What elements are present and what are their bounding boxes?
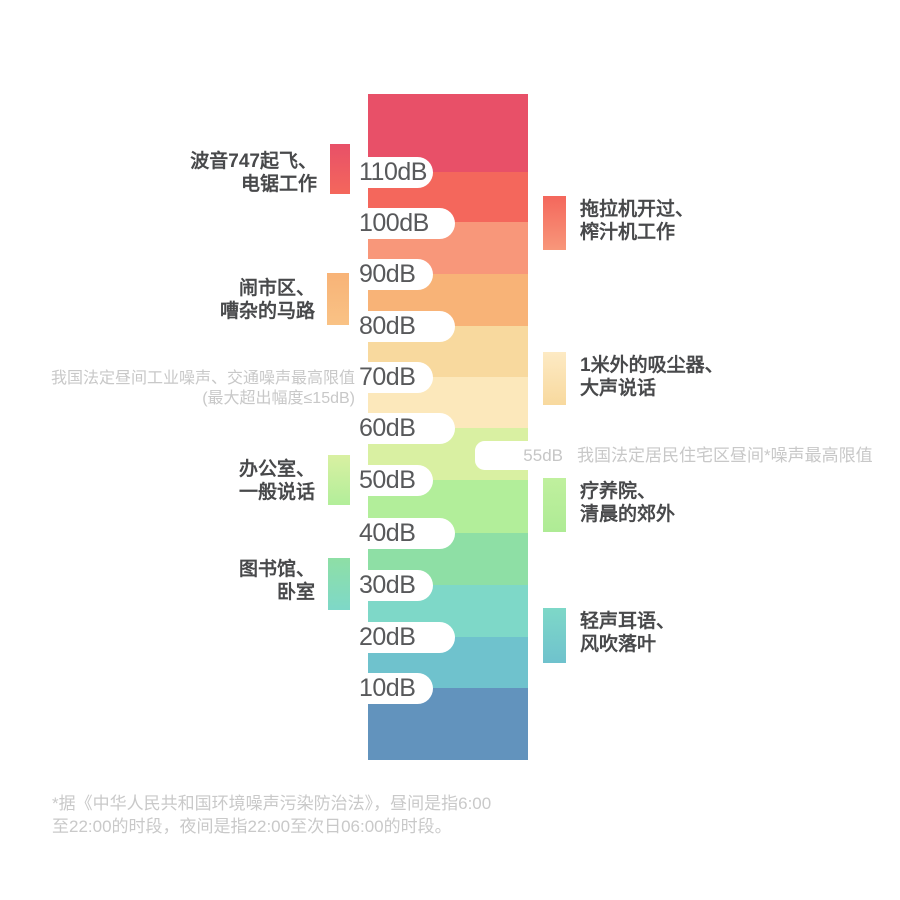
db-band-100-110dB bbox=[368, 172, 528, 222]
db-band-30-40dB bbox=[368, 533, 528, 585]
annotation-line: 闹市区、 bbox=[238, 278, 315, 299]
annotation-line: 大声说话 bbox=[580, 378, 657, 399]
swatch-70db bbox=[543, 352, 566, 405]
annotation-line: 轻声耳语、 bbox=[580, 611, 676, 632]
swatch-20db bbox=[543, 608, 566, 663]
swatch-100db bbox=[543, 196, 566, 250]
db-band-70-80dB bbox=[368, 326, 528, 377]
db-band-20-30dB bbox=[368, 585, 528, 637]
annotation-whisper: 轻声耳语、 风吹落叶 bbox=[580, 610, 675, 656]
annotation-line: 办公室、 bbox=[238, 459, 315, 480]
footnote-line: 至22:00的时段，夜间是指22:00至次日06:00的时段。 bbox=[52, 817, 452, 836]
annotation-line: 1米外的吸尘器、 bbox=[580, 355, 724, 376]
db-band-40-50dB bbox=[368, 480, 528, 533]
db-band-80-90dB bbox=[368, 274, 528, 326]
db-band-0-10dB bbox=[368, 688, 528, 760]
swatch-30db bbox=[328, 558, 350, 610]
db-color-bar bbox=[368, 94, 528, 760]
annotation-vacuum: 1米外的吸尘器、 大声说话 bbox=[580, 354, 724, 400]
db-band-110dB+ bbox=[368, 94, 528, 172]
db-band-90-100dB bbox=[368, 222, 528, 274]
annotation-line: 风吹落叶 bbox=[580, 634, 657, 655]
annotation-line: 清晨的郊外 bbox=[580, 504, 676, 525]
annotation-busy-street: 闹市区、 嘈杂的马路 bbox=[220, 277, 315, 323]
annotation-line: 波音747起飞、 bbox=[190, 151, 317, 172]
note-industrial-limit: 我国法定昼间工业噪声、交通噪声最高限值 (最大超出幅度≤15dB) bbox=[51, 369, 355, 409]
note-residential-pill: 55dB bbox=[475, 441, 568, 470]
swatch-50db-right bbox=[543, 478, 566, 532]
annotation-office: 办公室、 一般说话 bbox=[239, 458, 315, 504]
annotation-line: 疗养院、 bbox=[580, 481, 657, 502]
annotation-line: 图书馆、 bbox=[238, 559, 315, 580]
footnote-line: *据《中华人民共和国环境噪声污染防治法》，昼间是指6:00 bbox=[52, 794, 492, 813]
annotation-tractor: 拖拉机开过、 榨汁机工作 bbox=[580, 198, 694, 244]
annotation-line: 电锯工作 bbox=[240, 174, 317, 195]
annotation-line: 一般说话 bbox=[238, 482, 315, 503]
note-line: (最大超出幅度≤15dB) bbox=[202, 390, 355, 407]
annotation-line: 拖拉机开过、 bbox=[580, 199, 695, 220]
note-residential-limit: 我国法定居民住宅区昼间*噪声最高限值 bbox=[577, 446, 873, 465]
annotation-sanatorium: 疗养院、 清晨的郊外 bbox=[580, 480, 675, 526]
annotation-line: 卧室 bbox=[276, 582, 315, 603]
db-band-60-70dB bbox=[368, 377, 528, 428]
annotation-line: 嘈杂的马路 bbox=[219, 301, 315, 322]
annotation-library: 图书馆、 卧室 bbox=[239, 558, 315, 604]
footnote: *据《中华人民共和国环境噪声污染防治法》，昼间是指6:00 至22:00的时段，… bbox=[52, 792, 491, 838]
annotation-line: 榨汁机工作 bbox=[580, 222, 676, 243]
swatch-85db bbox=[327, 273, 349, 325]
swatch-50db-left bbox=[328, 455, 350, 505]
db-band-10-20dB bbox=[368, 637, 528, 688]
note-line: 我国法定昼间工业噪声、交通噪声最高限值 bbox=[50, 370, 355, 387]
swatch-110db bbox=[330, 144, 350, 194]
annotation-boeing747: 波音747起飞、 电锯工作 bbox=[190, 150, 317, 196]
